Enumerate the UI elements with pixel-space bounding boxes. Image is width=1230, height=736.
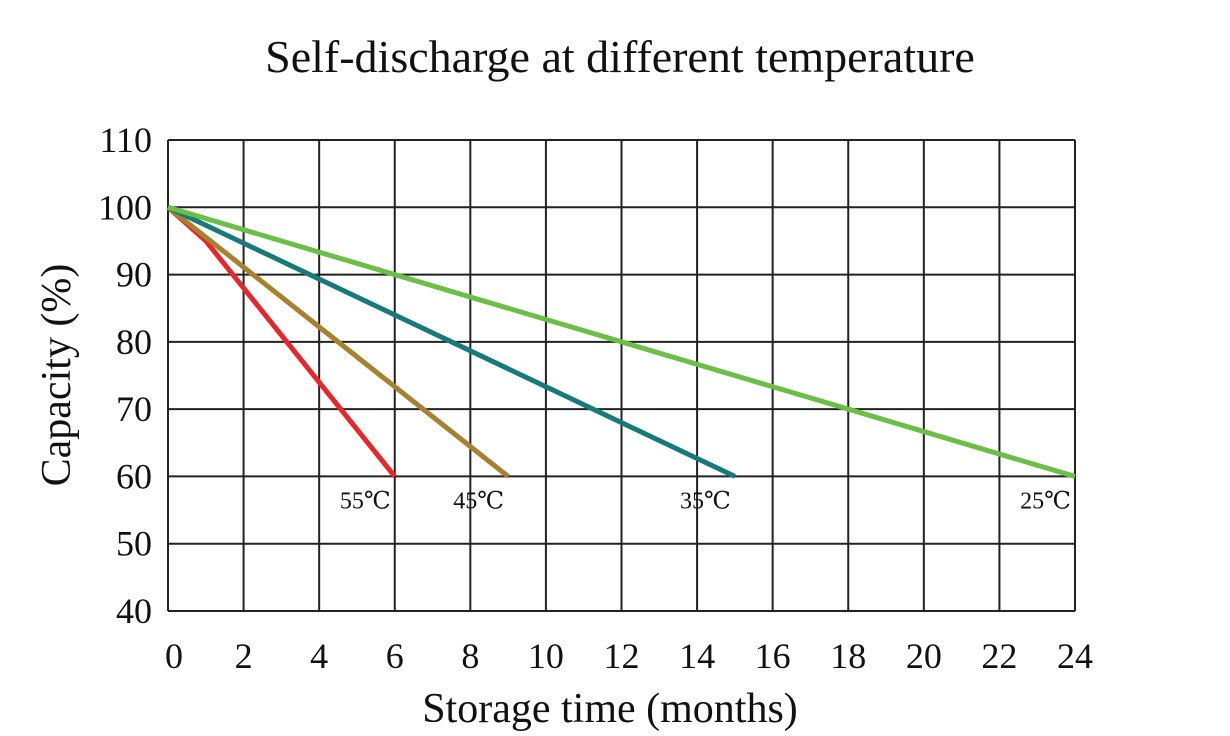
x-axis-label: Storage time (months) (422, 686, 798, 732)
x-tick-label: 2 (235, 636, 253, 676)
x-tick-label: 8 (461, 636, 479, 676)
series-group: 55℃ 45℃ 35℃ 25℃ (166, 204, 1076, 514)
series-label: 45℃ (453, 488, 504, 514)
x-tick-label: 4 (310, 636, 328, 676)
y-axis-label: Capacity (%) (34, 264, 80, 487)
x-tick-label: 18 (830, 636, 866, 676)
y-tick-label: 70 (116, 389, 152, 429)
grid (167, 139, 1076, 612)
series-line-25c (167, 204, 1076, 479)
x-tick-label: 16 (755, 636, 791, 676)
y-tick-label: 80 (116, 322, 152, 362)
x-tick-label: 24 (1057, 636, 1093, 676)
y-tick-label: 90 (116, 255, 152, 295)
y-tick-label: 110 (99, 120, 152, 160)
x-tick-label: 12 (604, 636, 640, 676)
x-tick-label: 10 (528, 636, 564, 676)
series-label: 35℃ (680, 488, 731, 514)
x-tick-label: 14 (679, 636, 715, 676)
x-tick-label: 22 (981, 636, 1017, 676)
series-line-35c (166, 205, 736, 479)
series-label: 25℃ (1020, 488, 1071, 514)
x-tick-label: 6 (386, 636, 404, 676)
series-label: 55℃ (340, 488, 391, 514)
chart-title: Self-discharge at different temperature (265, 31, 975, 82)
series-line-45c (166, 205, 510, 479)
y-tick-label: 50 (116, 524, 152, 564)
y-tick-label: 40 (116, 591, 152, 631)
y-tick-label: 60 (116, 456, 152, 496)
x-tick-label: 0 (165, 636, 183, 676)
x-tick-label: 20 (906, 636, 942, 676)
y-tick-label: 100 (98, 187, 152, 227)
